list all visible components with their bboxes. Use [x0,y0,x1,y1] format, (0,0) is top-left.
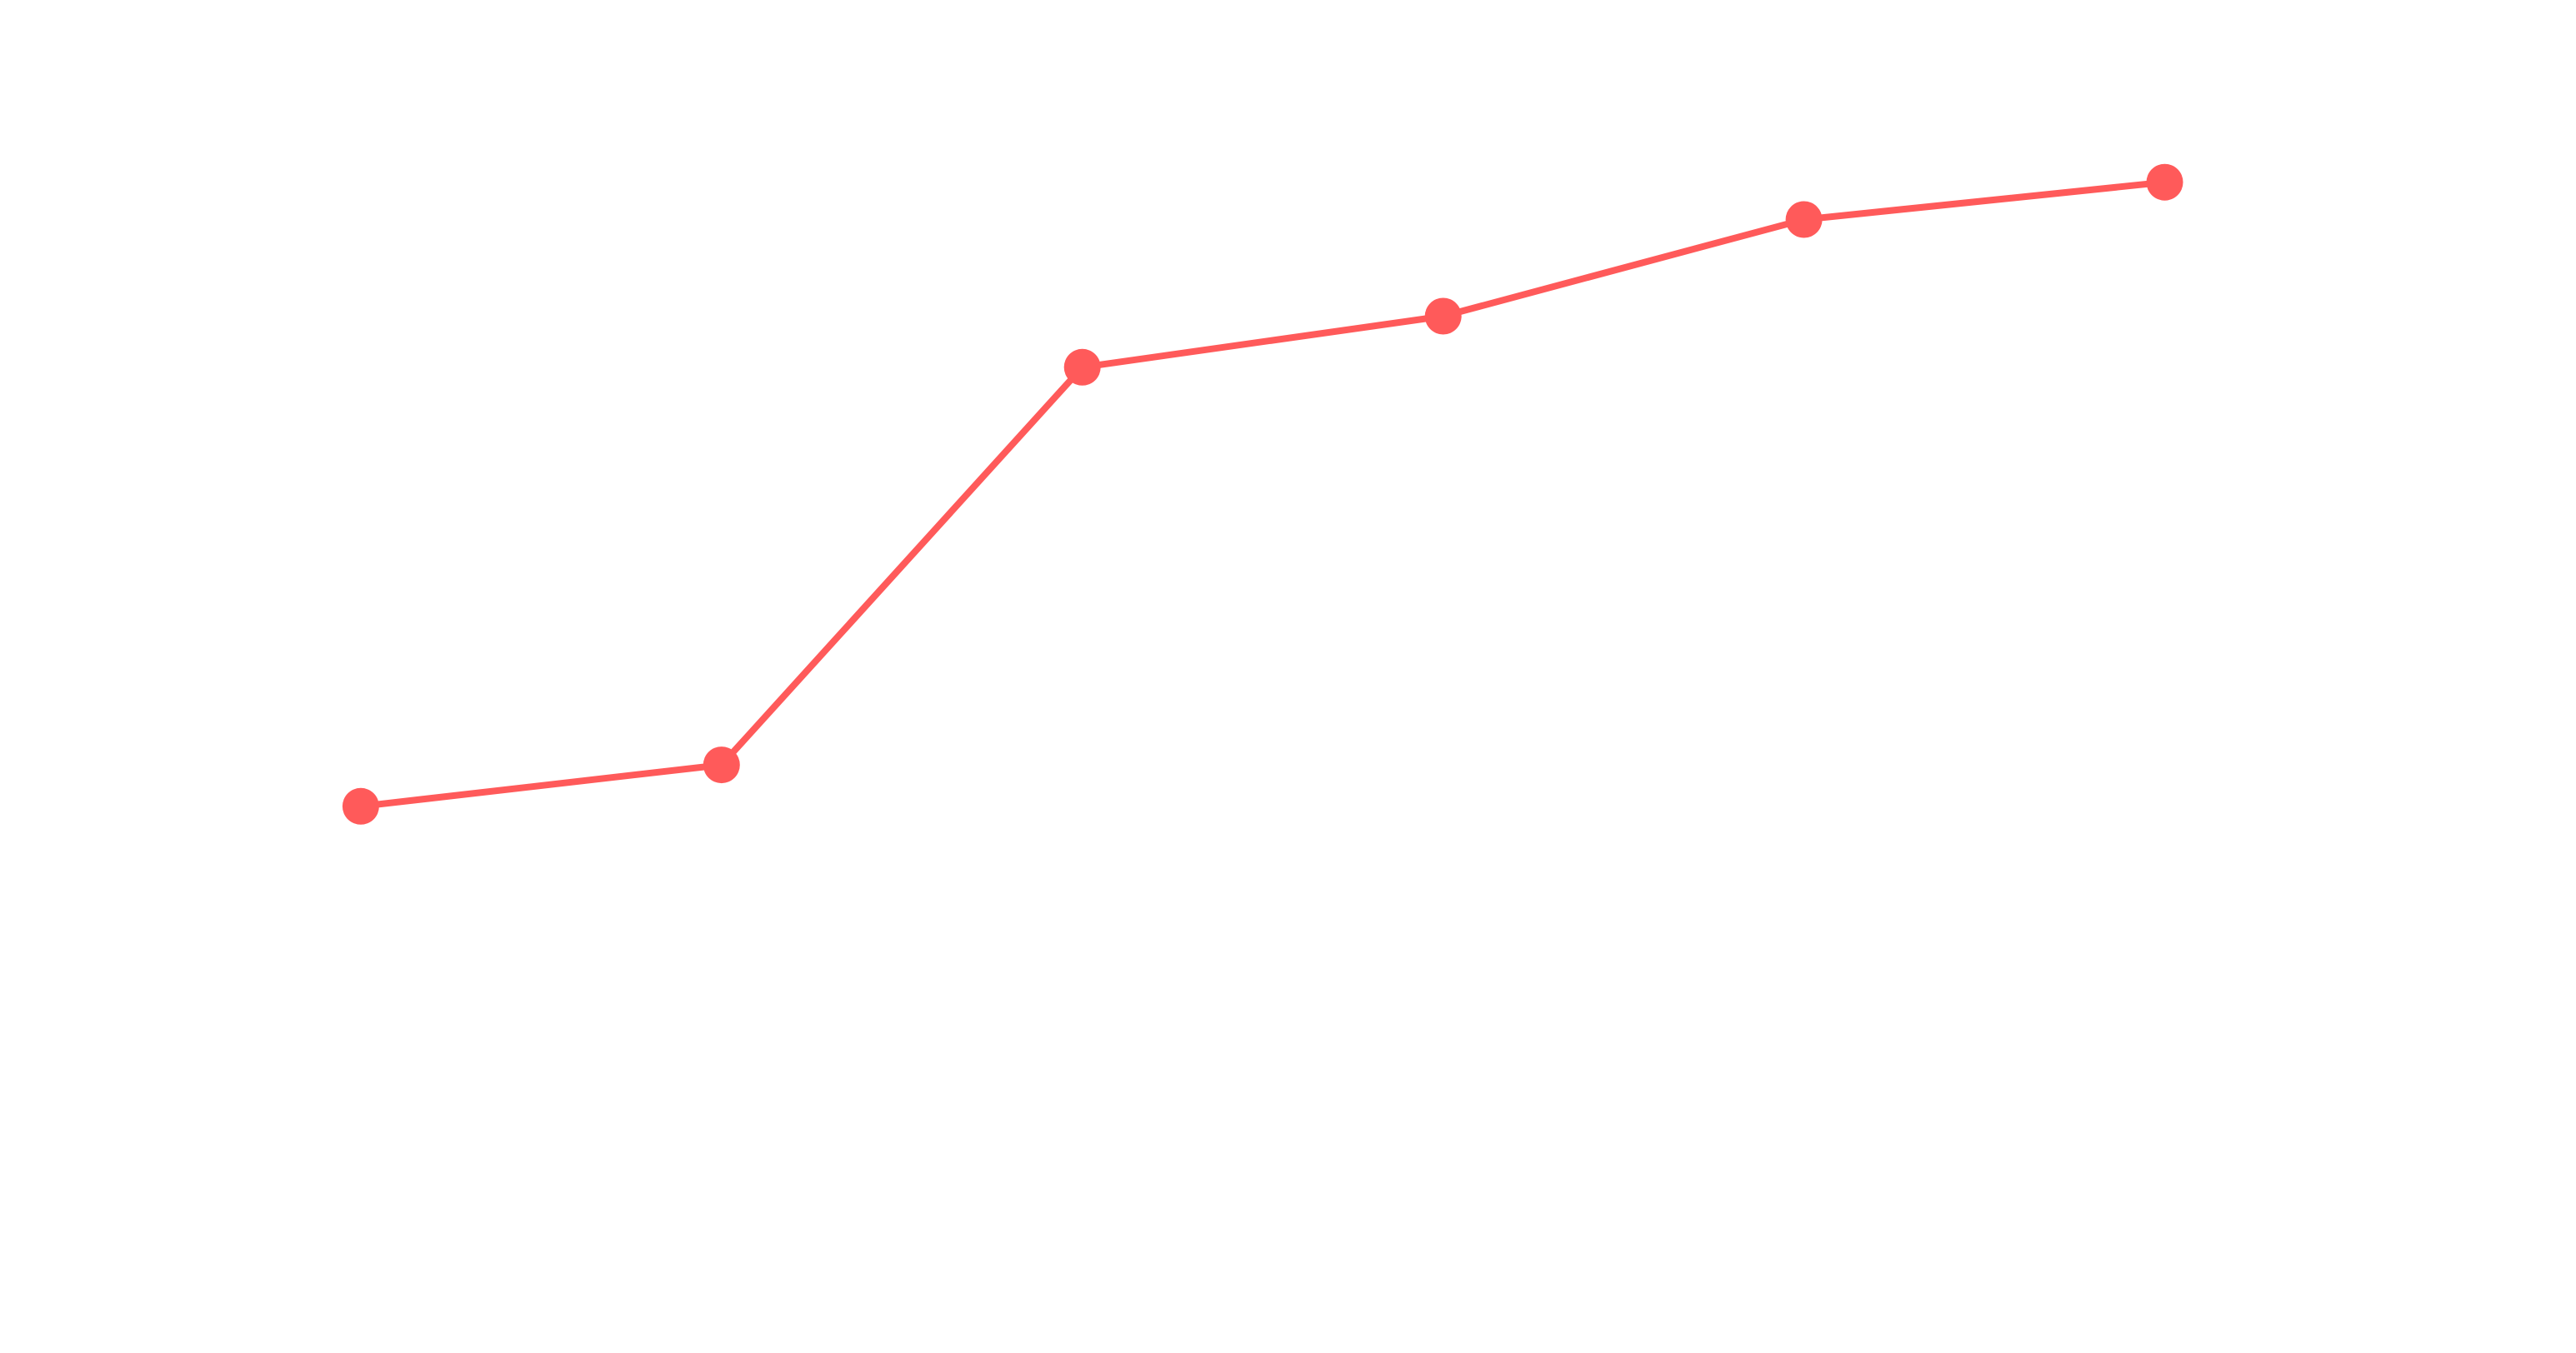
data-point [1063,348,1101,386]
data-point [1424,297,1462,335]
data-point [342,787,379,825]
data-point [703,746,740,784]
data-point [1785,201,1823,238]
series-line [357,178,2168,810]
data-point [2146,163,2183,201]
series-layer [342,163,2183,825]
